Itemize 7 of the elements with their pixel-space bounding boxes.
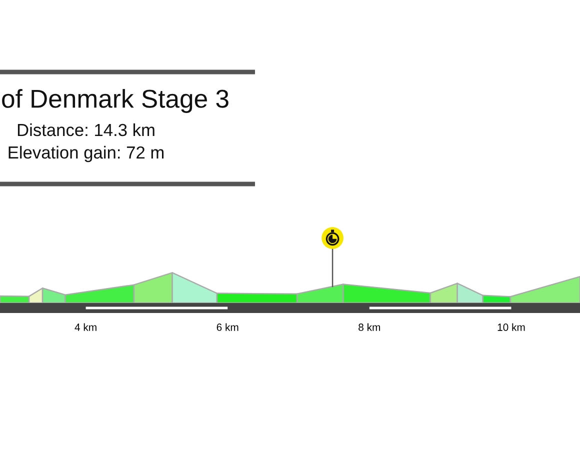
x-tick-label: 10 km [498, 323, 525, 331]
chart-subtitle: Distance: 14.3 km [18, 123, 154, 136]
chart-title: of Denmark Stage 3 [2, 89, 228, 113]
x-tick-label: 6 km [216, 323, 238, 331]
x-tick-label: 4 km [74, 323, 96, 331]
x-tick-label: 8 km [358, 323, 380, 331]
text: Elevation gain: 72 m [8, 146, 164, 162]
